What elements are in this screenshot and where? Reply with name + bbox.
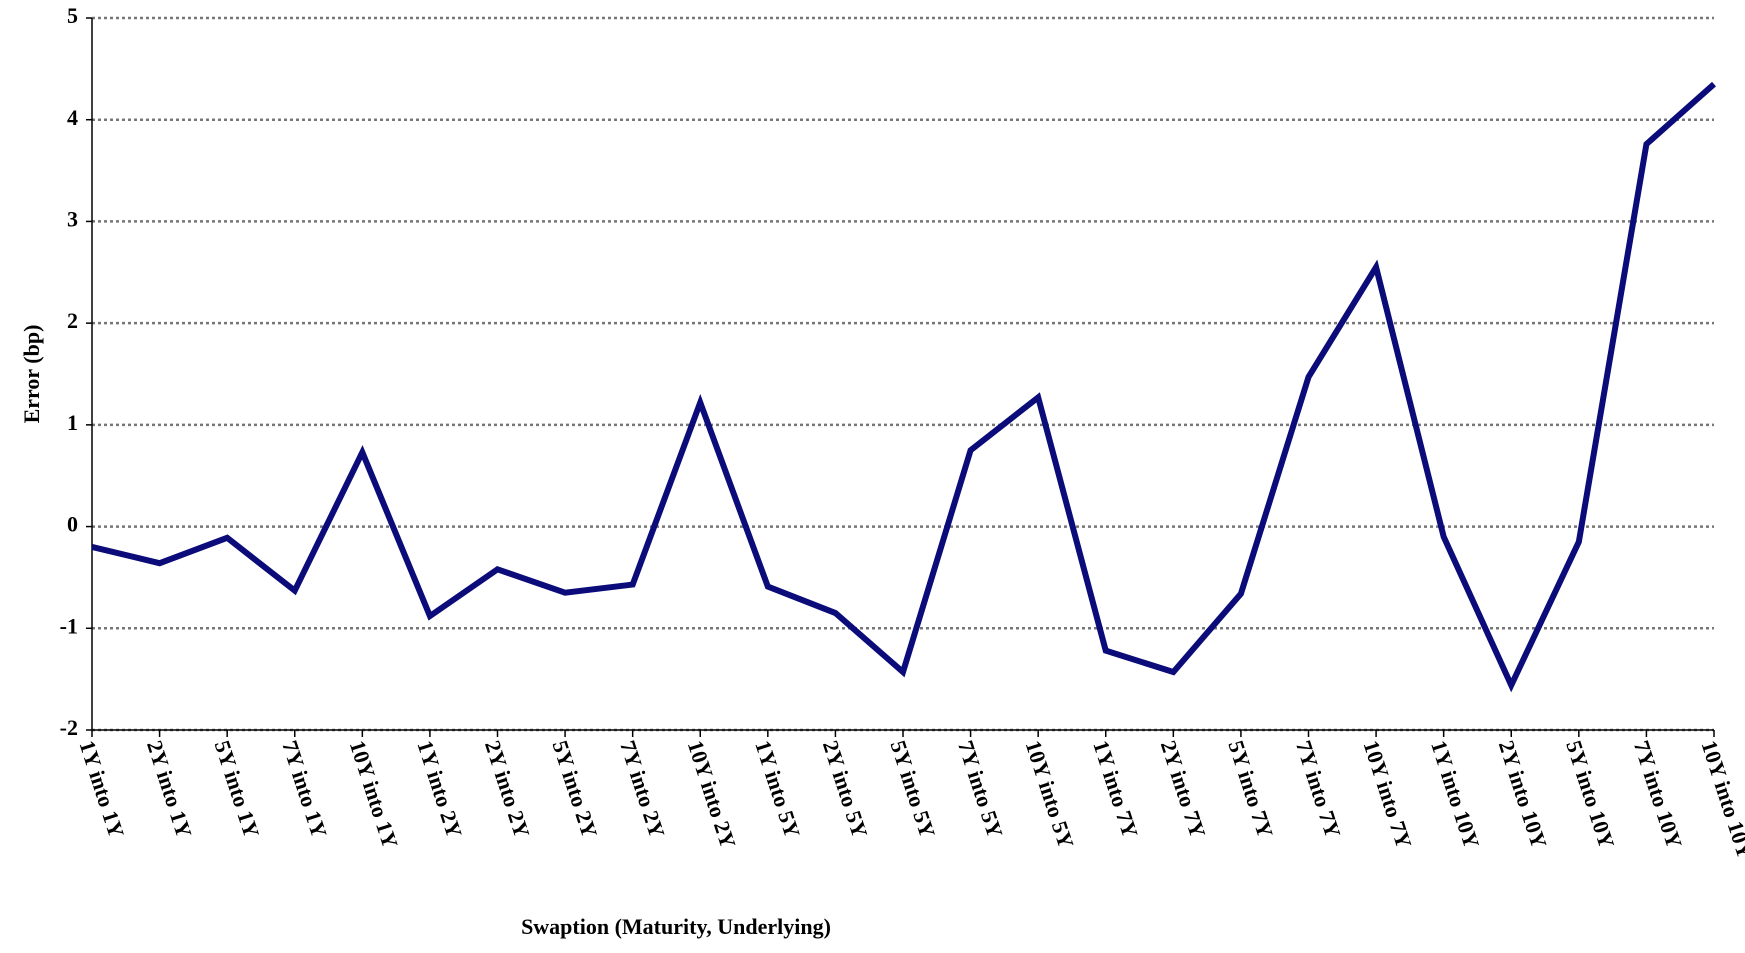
x-tick-label: 10Y into 2Y — [683, 737, 741, 851]
x-tick-label: 2Y into 10Y — [1494, 737, 1552, 851]
x-tick-label: 2Y into 1Y — [142, 737, 197, 841]
x-tick-label: 7Y into 10Y — [1629, 737, 1687, 851]
y-tick-label: 0 — [67, 512, 78, 537]
x-tick-label: 5Y into 7Y — [1223, 737, 1278, 841]
x-tick-label: 2Y into 5Y — [818, 737, 873, 841]
x-tick-label: 2Y into 7Y — [1156, 737, 1211, 841]
x-tick-label: 7Y into 7Y — [1291, 737, 1346, 841]
y-tick-label: 4 — [67, 105, 78, 130]
x-tick-label: 5Y into 2Y — [548, 737, 603, 841]
x-tick-label: 10Y into 1Y — [345, 737, 403, 851]
data-line — [91, 81, 1716, 693]
x-tick-label: 5Y into 5Y — [885, 737, 940, 841]
x-tick-label: 7Y into 2Y — [615, 737, 670, 841]
x-tick-label: 10Y into 10Y — [1696, 737, 1745, 861]
x-tick-label: 7Y into 5Y — [953, 737, 1008, 841]
y-tick-label: -1 — [60, 613, 78, 638]
x-tick-label: 10Y into 5Y — [1021, 737, 1079, 851]
x-tick-label: 5Y into 1Y — [210, 737, 265, 841]
x-tick-label: 5Y into 10Y — [1561, 737, 1619, 851]
y-tick-label: 2 — [67, 308, 78, 333]
x-tick-label: 1Y into 2Y — [412, 737, 467, 841]
y-tick-label: 1 — [67, 410, 78, 435]
x-tick-label: 7Y into 1Y — [277, 737, 332, 841]
x-axis-title: Swaption (Maturity, Underlying) — [521, 914, 831, 939]
x-tick-label: 2Y into 2Y — [480, 737, 535, 841]
y-axis-title: Error (bp) — [19, 325, 44, 424]
x-tick-label: 1Y into 10Y — [1426, 737, 1484, 851]
y-tick-label: 5 — [67, 3, 78, 28]
x-tick-label: 1Y into 5Y — [750, 737, 805, 841]
y-tick-label: 3 — [67, 206, 78, 231]
x-tick-label: 1Y into 1Y — [74, 737, 129, 841]
x-tick-label: 10Y into 7Y — [1359, 737, 1417, 851]
y-tick-label: -2 — [60, 715, 78, 740]
x-tick-label: 1Y into 7Y — [1088, 737, 1143, 841]
